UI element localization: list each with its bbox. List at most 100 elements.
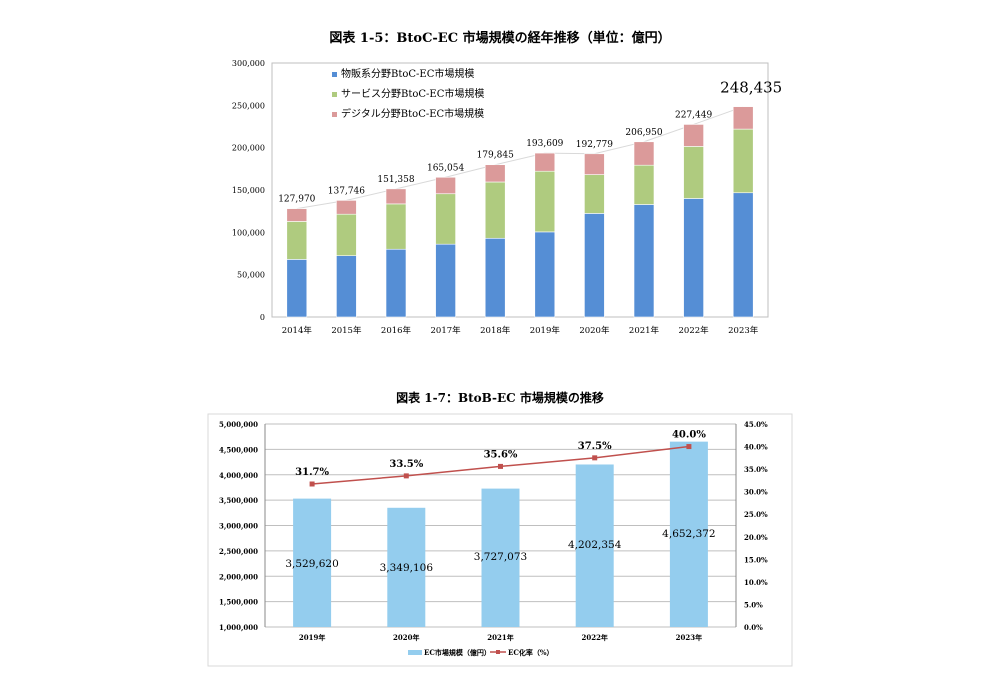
chart1-total-label: 206,950 [625, 128, 662, 138]
chart2-rate-marker [403, 473, 409, 479]
chart1-bar-1 [584, 174, 605, 214]
chart1-x-tick: 2020年 [579, 325, 610, 336]
chart1-y-tick: 50,000 [237, 271, 265, 280]
chart1-x-tick: 2016年 [381, 325, 412, 336]
chart1-x-tick: 2014年 [282, 325, 313, 336]
chart2-rate-label: 33.5% [389, 459, 423, 470]
chart1-legend-swatch-0 [332, 72, 337, 77]
chart2-bar-label: 3,349,106 [380, 562, 434, 574]
chart2-x-tick: 2019年 [299, 633, 325, 642]
chart1-bar-2 [385, 188, 407, 205]
chart1-bar-2 [534, 152, 556, 172]
chart1-bar-0 [683, 198, 704, 318]
chart2-y2-tick: 25.0% [744, 510, 768, 519]
chart1-x-tick: 2022年 [679, 325, 710, 336]
chart1-bar-2 [286, 208, 308, 222]
chart1-total-label: 127,970 [278, 195, 315, 205]
chart2-rate-label: 40.0% [672, 430, 706, 441]
chart1-bar-1 [633, 164, 655, 205]
chart1-bar-1 [484, 181, 506, 239]
chart2-bar [481, 488, 520, 627]
chart1-total-label: 227,449 [675, 110, 712, 120]
chart2-legend-label: EC市場規模（億円） [424, 648, 491, 657]
chart1-x-tick: 2017年 [431, 325, 462, 336]
chart1-title: 図表 1-5：BtoC-EC 市場規模の経年推移（単位：億円） [329, 30, 670, 46]
chart2-y-tick: 1,000,000 [219, 623, 258, 632]
chart1-total-label: 192,779 [576, 140, 613, 150]
chart1-bar-0 [385, 248, 407, 318]
chart1-legend-swatch-1 [332, 92, 337, 97]
chart1-total-label: 179,845 [477, 151, 514, 161]
chart2-bar-label: 4,652,372 [662, 528, 715, 540]
chart1-bar-2 [435, 176, 456, 195]
chart2-y-tick: 2,000,000 [219, 572, 258, 581]
chart2-y2-tick: 35.0% [744, 465, 768, 474]
chart2-y2-tick: 5.0% [744, 600, 763, 609]
chart2-bar [293, 498, 332, 627]
chart1-bar-2 [584, 153, 605, 175]
chart1-x-tick: 2019年 [530, 325, 561, 336]
chart2-y-tick: 1,500,000 [219, 598, 258, 607]
chart2-legend-label: EC化率（%） [508, 648, 554, 657]
chart1-x-tick: 2015年 [331, 325, 362, 336]
chart1-x-tick: 2023年 [728, 325, 759, 336]
chart1-bar-1 [435, 193, 456, 245]
chart2-rate-marker [592, 455, 598, 461]
chart1-legend-swatch-2 [332, 112, 337, 117]
chart1-bar-0 [336, 255, 357, 318]
chart1-x-tick: 2021年 [629, 325, 660, 336]
chart1-bar-0 [584, 213, 605, 318]
chart2-rate-label: 37.5% [578, 441, 612, 452]
chart1-bar-2 [633, 141, 655, 166]
chart2-y2-tick: 20.0% [744, 533, 768, 542]
chart1-bar-0 [633, 204, 655, 318]
chart2-y2-tick: 0.0% [744, 623, 763, 632]
chart1-legend-label: サービス分野BtoC-EC市場規模 [341, 87, 484, 100]
chart2-y-tick: 5,000,000 [219, 420, 258, 429]
chart1-bar-2 [336, 200, 357, 215]
chart1-bar-1 [385, 203, 407, 250]
chart1-total-label: 165,054 [427, 163, 464, 173]
chart2-bar-label: 3,529,620 [285, 558, 338, 570]
chart1-bar-1 [336, 213, 357, 257]
chart1-bar-1 [534, 170, 556, 233]
chart2-y-tick: 2,500,000 [219, 547, 258, 556]
chart2-legend-swatch-bar [408, 650, 422, 655]
chart1-bar-1 [683, 146, 704, 199]
chart2-y2-tick: 15.0% [744, 555, 768, 564]
chart2-x-tick: 2021年 [487, 633, 513, 642]
chart2-bar-label: 4,202,354 [568, 539, 622, 551]
chart1-bar-0 [484, 237, 506, 318]
chart2-bar [669, 441, 708, 627]
chart2-x-tick: 2020年 [393, 633, 419, 642]
chart1-bar-0 [286, 259, 308, 318]
chart1-total-label: 248,435 [720, 79, 782, 97]
chart1-bar-0 [732, 192, 754, 318]
chart1-bar-0 [435, 243, 456, 318]
chart2-y-tick: 3,000,000 [219, 522, 258, 531]
chart1-bar-2 [484, 164, 506, 183]
chart1-y-tick: 0 [260, 313, 265, 322]
chart2-y-tick: 4,500,000 [219, 445, 258, 454]
chart1-x-tick: 2018年 [480, 325, 511, 336]
chart2-rate-marker [498, 463, 503, 469]
chart1-legend-label: デジタル分野BtoC-EC市場規模 [341, 107, 484, 120]
chart2-x-tick: 2022年 [581, 633, 607, 642]
chart2-bar [387, 507, 426, 627]
chart1-y-tick: 300,000 [232, 59, 265, 68]
chart1-y-tick: 100,000 [232, 228, 265, 237]
chart1-bar-2 [683, 124, 704, 147]
chart1-total-label: 151,358 [377, 175, 414, 185]
chart2-bar-label: 3,727,073 [474, 551, 527, 563]
chart1-bar-1 [732, 128, 754, 194]
chart1-total-label: 137,746 [328, 186, 365, 196]
chart2-x-tick: 2023年 [676, 633, 702, 642]
chart1-y-tick: 250,000 [232, 101, 265, 110]
chart2-y2-tick: 40.0% [744, 443, 768, 452]
chart1-legend-label: 物販系分野BtoC-EC市場規模 [341, 67, 474, 80]
chart2-rate-marker [309, 481, 315, 487]
chart2-rate-marker [686, 444, 692, 450]
chart2-bar [575, 464, 614, 627]
chart2-y2-tick: 10.0% [744, 578, 768, 587]
